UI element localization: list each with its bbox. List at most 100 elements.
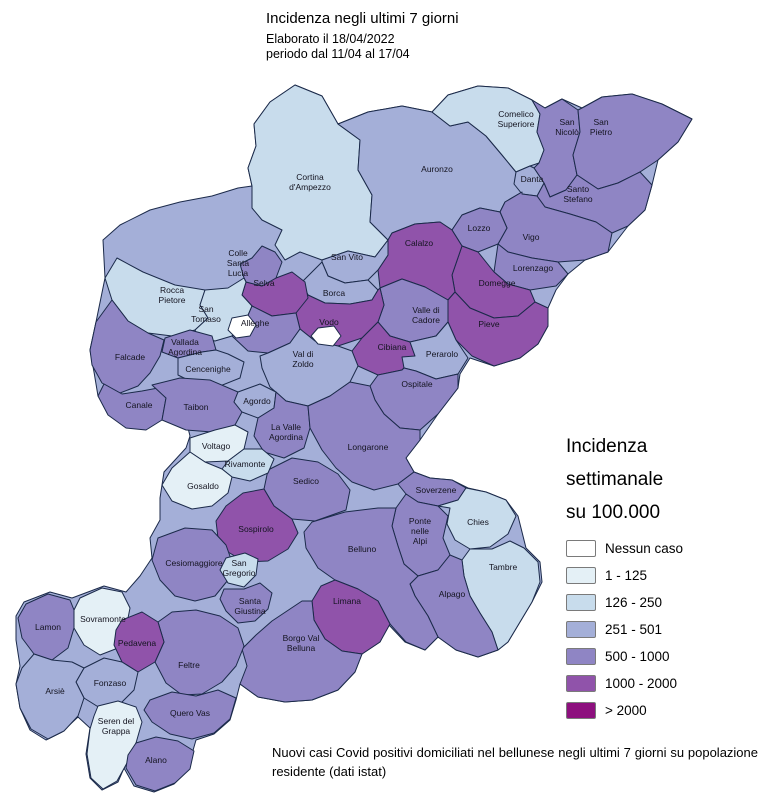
legend-label: > 2000 (605, 702, 647, 718)
legend-swatch (566, 566, 596, 584)
region-label-comelico-superiore: Comelico Superiore (498, 109, 535, 129)
region-label-alano: Alano (145, 755, 167, 765)
region-label-san-vito: San Vito (331, 252, 363, 262)
subtitle-period: periodo dal 11/04 al 17/04 (266, 47, 410, 62)
map-legend: Incidenza settimanale su 100.000 Nessun … (566, 430, 766, 728)
region-label-tambre: Tambre (489, 562, 518, 572)
region-label-san-gregorio: San Gregorio (222, 558, 255, 578)
legend-swatch (566, 674, 596, 692)
legend-label: 1000 - 2000 (605, 675, 678, 691)
region-alano (125, 736, 195, 792)
region-gosaldo (161, 451, 233, 510)
region-label-sospirolo: Sospirolo (238, 524, 274, 534)
legend-title-line: settimanale (566, 469, 664, 490)
region-san-pietro (572, 93, 693, 190)
region-label-quero-vas: Quero Vas (170, 708, 210, 718)
report-header: Incidenza negli ultimi 7 giorni Elaborat… (266, 10, 459, 63)
region-label-vigo: Vigo (523, 232, 540, 242)
region-fonzaso (75, 657, 139, 709)
region-label-cortina-d-ampezzo: Cortina d'Ampezzo (289, 172, 331, 192)
region-label-ospitale: Ospitale (401, 379, 432, 389)
region-perarolo (401, 321, 469, 380)
region-label-belluno: Belluno (348, 544, 377, 554)
region-label-cibiana: Cibiana (378, 342, 407, 352)
legend-label: 500 - 1000 (605, 648, 670, 664)
region-label-seren-del-grappa: Seren del Grappa (98, 716, 134, 736)
region-no-case-enclave-agordino (227, 314, 257, 339)
region-label-danta: Danta (521, 174, 544, 184)
region-label-santo-stefano: Santo Stefano (563, 184, 593, 204)
region-pieve (447, 291, 549, 367)
legend-items: Nessun caso 1 - 125 126 - 250 251 - 501 500 … (566, 539, 766, 719)
region-label-cencenighe: Cencenighe (185, 364, 231, 374)
region-quero-vas (143, 689, 237, 740)
region-label-perarolo: Perarolo (426, 349, 458, 359)
legend-swatch (566, 701, 596, 719)
subtitle-elaborated: Elaborato il 18/04/2022 (266, 31, 395, 46)
region-label-valle-di-cadore: Valle di Cadore (412, 305, 440, 325)
region-label-santa-giustina: Santa Giustina (234, 596, 265, 616)
region-label-limana: Limana (333, 596, 361, 606)
region-san-gregorio (219, 552, 259, 588)
region-label-auronzo: Auronzo (421, 164, 453, 174)
region-label-colle-santa-lucia: Colle Santa Lucia (227, 248, 249, 278)
legend-swatch (566, 620, 596, 638)
legend-title-line: su 100.000 (566, 502, 661, 523)
region-label-domegge: Domegge (479, 278, 516, 288)
region-lamon (17, 593, 75, 661)
legend-item-2: 126 - 250 (566, 593, 766, 611)
region-label-arsie: Arsiè (45, 686, 65, 696)
region-label-san-tomaso: San Tomaso (191, 304, 221, 324)
region-label-lozzo: Lozzo (468, 223, 491, 233)
region-label-vallada-agordina: Vallada Agordina (168, 337, 202, 357)
region-rivamonte (221, 448, 275, 482)
legend-label: 251 - 501 (605, 621, 663, 637)
region-label-vodo: Vodo (319, 317, 339, 327)
region-label-alpago: Alpago (439, 589, 466, 599)
region-label-fonzaso: Fonzaso (94, 678, 127, 688)
region-label-voltago: Voltago (202, 441, 231, 451)
region-no-case-enclave-zoldo (310, 325, 342, 347)
region-label-feltre: Feltre (178, 660, 200, 670)
region-label-lorenzago: Lorenzago (513, 263, 553, 273)
region-colle-santa-lucia (239, 245, 283, 287)
region-label-chies: Chies (467, 517, 489, 527)
region-sospirolo (215, 488, 299, 563)
legend-item-4: 500 - 1000 (566, 647, 766, 665)
region-chies (437, 487, 517, 550)
legend-title-line: Incidenza (566, 436, 648, 457)
region-label-falcade: Falcade (115, 352, 146, 362)
region-label-cesiomaggiore: Cesiomaggiore (165, 558, 222, 568)
region-label-sovramonte: Sovramonte (80, 614, 126, 624)
region-label-calalzo: Calalzo (405, 238, 434, 248)
region-label-gosaldo: Gosaldo (187, 481, 219, 491)
region-label-pedavena: Pedavena (118, 638, 157, 648)
region-label-rivamonte: Rivamonte (225, 459, 266, 469)
region-borgo-val-belluna (239, 600, 363, 703)
region-label-borgo-val-belluna: Borgo Val Belluna (283, 633, 320, 653)
region-label-agordo: Agordo (243, 396, 271, 406)
legend-swatch (566, 647, 596, 665)
region-label-san-pietro: San Pietro (590, 117, 612, 137)
legend-label: 1 - 125 (605, 567, 648, 583)
region-label-ponte-nelle-alpi: Ponte nelle Alpi (409, 516, 431, 546)
legend-item-6: > 2000 (566, 701, 766, 719)
region-falcade (89, 299, 165, 394)
region-label-canale: Canale (126, 400, 153, 410)
legend-item-5: 1000 - 2000 (566, 674, 766, 692)
legend-label: Nessun caso (605, 540, 684, 556)
footer-note: Nuovi casi Covid positivi domiciliati ne… (272, 745, 758, 779)
region-santa-giustina (219, 582, 273, 624)
region-label-taibon: Taibon (183, 402, 208, 412)
region-label-rocca-pietore: Rocca Pietore (159, 285, 186, 305)
region-label-longarone: Longarone (348, 442, 389, 452)
region-label-selva: Selva (253, 278, 275, 288)
legend-swatch (566, 593, 596, 611)
legend-label: 126 - 250 (605, 594, 663, 610)
region-label-soverzene: Soverzene (416, 485, 457, 495)
region-longarone (307, 381, 421, 491)
region-label-pieve: Pieve (478, 319, 500, 329)
page-title: Incidenza negli ultimi 7 giorni (266, 10, 459, 27)
region-label-san-nicolo: San Nicolò (555, 117, 579, 137)
